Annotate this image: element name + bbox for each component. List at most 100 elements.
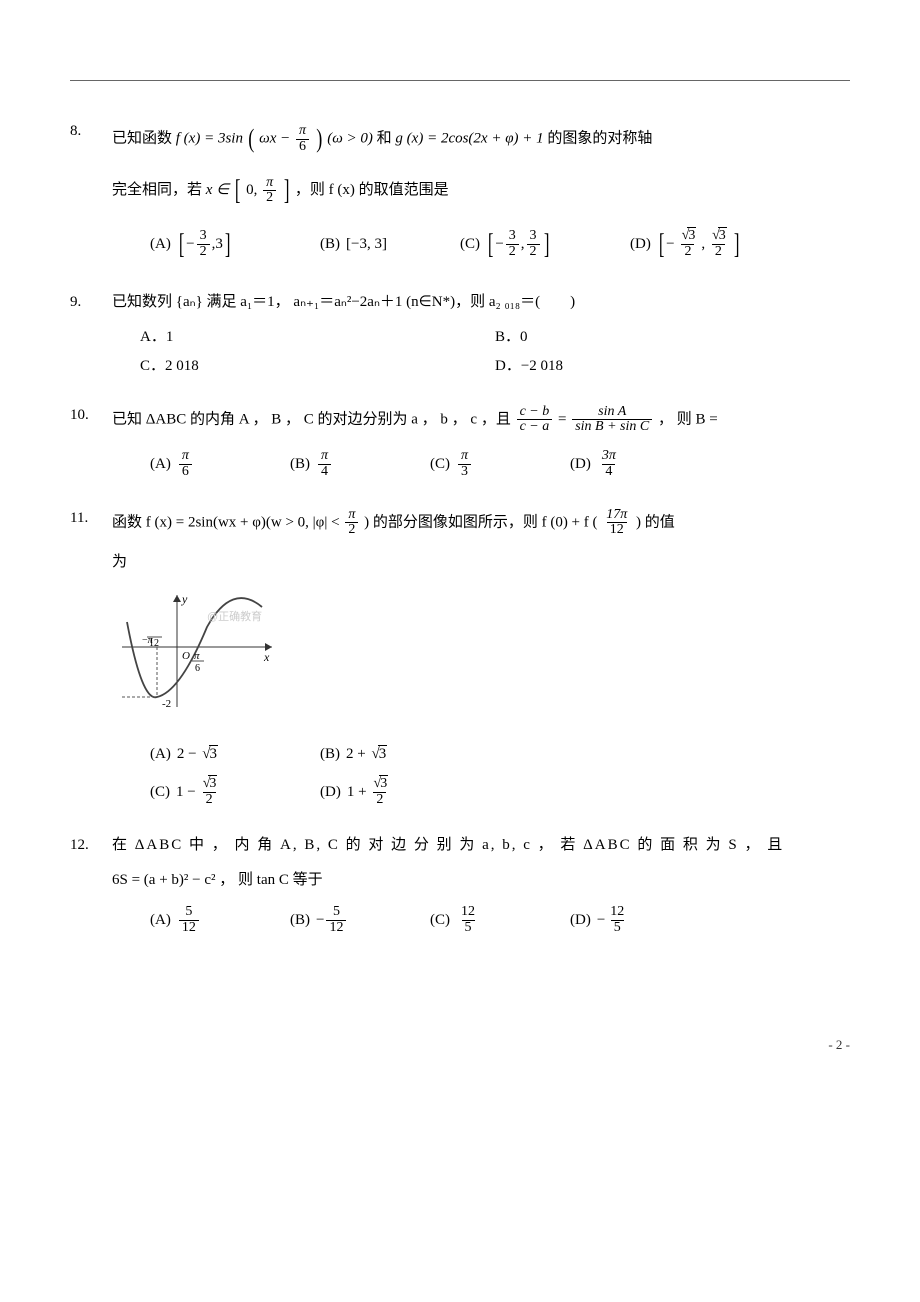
q10-options: (A) π6 (B) π4 (C) π3 (D) 3π4 [150,449,850,479]
num: 3 [677,229,700,244]
frac: π3 [458,449,471,479]
q11-optC: (C) 1 − 32 [150,777,310,807]
q8-pi2: π 2 [263,176,276,206]
q9-optC: C．2 018 [140,356,495,377]
num: 3 [527,229,540,244]
den: 2 [345,522,358,538]
num: π [179,449,192,464]
q11-optD: (D) 1 + 32 [320,777,480,807]
num: 5 [330,905,343,920]
q8-pi6: π 6 [296,124,309,154]
q8-omega-gt: (ω > 0) [327,131,373,147]
frac: 32 [506,229,519,259]
rbracket: ] [225,225,231,264]
q12-optC: (C) 125 [430,905,560,935]
label: (A) [150,454,171,475]
q8-omega-x: ωx − [259,131,290,147]
label: (D) [320,782,341,803]
hi: 3 [215,234,223,255]
eq: = [558,411,570,427]
label: (C) [430,454,450,475]
q9-stem: 已知数列 {aₙ} 满足 a₁＝1， aₙ₊₁＝aₙ²−2aₙ＋1 (n∈N*)… [112,292,850,313]
page-footer: - 2 - [70,1036,850,1054]
q11-options-2: (C) 1 − 32 (D) 1 + 32 [150,777,850,807]
frac: 32 [707,229,730,259]
rad: 3 [687,227,696,243]
q8-optA: (A) [ −32, 3 ] [150,225,310,264]
frac: 32 [677,229,700,259]
q12-line1: 12. 在 ΔABC 中 ， 内 角 A, B, C 的 对 边 分 别 为 a… [70,835,850,856]
den: 2 [681,244,694,260]
q12-number: 12. [70,835,100,856]
q9-number: 9. [70,292,100,313]
y-label: y [181,592,188,606]
den: 12 [607,522,627,538]
den: 6 [296,139,309,155]
q11-optA: (A) 2 − 3 [150,744,310,765]
q8-options: (A) [ −32, 3 ] (B) [−3, 3] (C) [ −32, 32… [150,225,850,264]
num: π [345,508,358,523]
q8-and: 和 [377,131,392,147]
lbracket: [ [488,225,494,264]
q11-stem-d: 为 [112,552,850,573]
q9-options: A．1 B．0 C．2 018 D．−2 018 [140,327,850,377]
q8-stem-a: 已知函数 [112,131,176,147]
den: 3 [458,464,471,480]
q8-number: 8. [70,121,100,142]
rad: 3 [378,745,388,762]
q10-stem-a: 已知 ΔABC 的内角 A ， B ， C 的对边分别为 a ， b ， c ，… [112,411,515,427]
num: c − b [517,405,553,420]
frac: π4 [318,449,331,479]
den: 5 [462,920,475,936]
q10-frac2: sin A sin B + sin C [572,405,652,435]
lbracket: [ [659,225,665,264]
q9-optB: B．0 [495,327,850,348]
den: 12 [179,920,199,936]
q11-pi2: π2 [345,508,358,538]
q12-options: (A) 512 (B) − 512 (C) 125 (D) − 125 [150,905,850,935]
sqrt: 3 [369,744,387,765]
rad: 3 [208,775,217,791]
question-9: 9. 已知数列 {aₙ} 满足 a₁＝1， aₙ₊₁＝aₙ²−2aₙ＋1 (n∈… [70,292,850,377]
watermark: @正确教育 [207,609,262,623]
q8-range-lo: 0, [246,182,257,198]
q8-gx: g (x) = 2cos(2x + φ) + 1 [395,131,543,147]
q11-body: 函数 f (x) = 2sin(wx + φ)(w > 0, |φ| < π2 … [112,508,850,538]
top-rule [70,80,850,81]
frac: 125 [458,905,478,935]
q9-optD: D．−2 018 [495,356,850,377]
num: π [263,176,276,191]
frac: 512 [179,905,199,935]
q8-line2: 完全相同，若 x ∈ [ 0, π 2 ] ，则 f (x) 的取值范围是 [112,171,850,210]
sign: − [597,910,605,931]
q12-stem-a: 在 ΔABC 中 ， 内 角 A, B, C 的 对 边 分 别 为 a, b,… [112,835,850,856]
label: (B) [320,744,340,765]
label: (D) [570,910,591,931]
q11-graph: y x O −π 12 π 6 -2 @正确教育 [112,587,850,724]
val: [−3, 3] [346,234,387,255]
q8-tail-a: 的图象的对称轴 [547,131,652,147]
q11-stem-a: 函数 f (x) = 2sin(wx + φ)(w > 0, |φ| < [112,514,343,530]
label: (D) [570,454,591,475]
den: 2 [527,244,540,260]
sign: − [316,910,324,931]
den: 6 [179,464,192,480]
q8-stem-b-b: ，则 f (x) 的取值范围是 [295,182,449,198]
x-label: x [263,650,270,664]
frac: π6 [179,449,192,479]
tick-pos-den: 6 [195,663,200,674]
q11-optB: (B) 2 + 3 [320,744,480,765]
q10-optA: (A) π6 [150,449,280,479]
rparen: ) [316,121,322,157]
q8-body: 已知函数 f (x) = 3sin ( ωx − π 6 ) (ω > 0) 和… [112,121,850,157]
q10-line: 10. 已知 ΔABC 的内角 A ， B ， C 的对边分别为 a ， b ，… [70,405,850,435]
num: π [318,449,331,464]
q8-optD: (D) [ −32, 32 ] [630,225,790,264]
q12-stem-b: 6S = (a + b)² − c² ， 则 tan C 等于 [112,870,850,891]
val: 2 − [177,744,197,765]
question-10: 10. 已知 ΔABC 的内角 A ， B ， C 的对边分别为 a ， b ，… [70,405,850,480]
num: 5 [182,905,195,920]
frac: 125 [607,905,627,935]
q8-stem-b-a: 完全相同，若 [112,182,206,198]
num: sin A [595,405,629,420]
